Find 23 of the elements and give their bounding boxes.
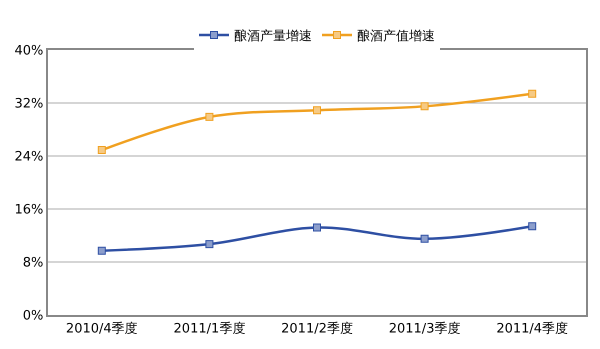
- x-tick-label: 2011/4季度: [496, 320, 568, 337]
- y-tick-label: 8%: [22, 256, 44, 271]
- y-tick-label: 0%: [22, 308, 44, 324]
- point: [420, 234, 429, 243]
- legend-label: 酿酒产量增速: [234, 29, 312, 44]
- point: [528, 222, 536, 230]
- point: [98, 246, 106, 255]
- x-tick-label: 2011/3季度: [388, 320, 460, 337]
- point: [420, 102, 429, 110]
- point: [313, 224, 321, 232]
- x-tick-label: 2011/2季度: [281, 320, 353, 337]
- y-tick-label: 32%: [14, 96, 44, 112]
- y-tick-label: 40%: [14, 44, 44, 59]
- x-tick-label: 2011/1季度: [174, 320, 246, 337]
- point: [98, 146, 106, 154]
- point: [205, 240, 214, 248]
- x-tick-label: 2010/4季度: [66, 320, 138, 337]
- y-tick-label: 24%: [14, 150, 44, 165]
- y-tick-label: 16%: [14, 202, 44, 218]
- point: [528, 90, 536, 98]
- legend-label: 酿酒产值增速: [357, 29, 435, 44]
- point: [205, 112, 214, 121]
- point: [313, 106, 321, 114]
